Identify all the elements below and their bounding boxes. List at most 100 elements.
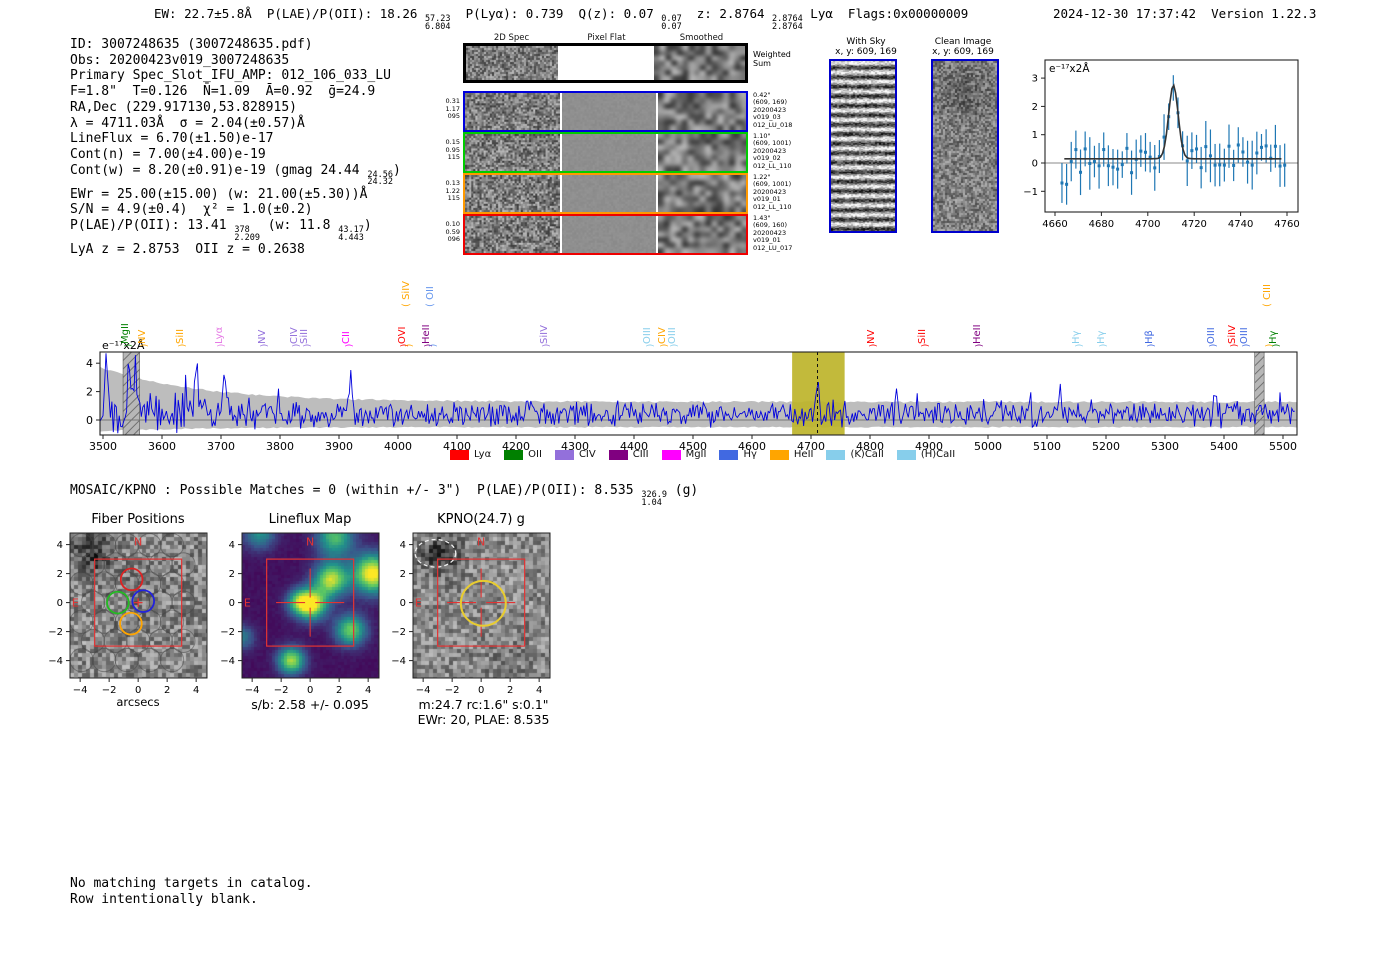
2dspec-flat-canvas [561, 93, 657, 130]
emission-line-label: SiII [917, 328, 929, 344]
tick-label: 4 [57, 540, 63, 551]
legend-item: CIII [608, 449, 649, 460]
gaussian-fit-curve [1064, 83, 1282, 160]
text-segment: Cont(n) = 7.00(±4.00)e-19 [70, 146, 266, 162]
tick-label: 4760 [1274, 219, 1299, 230]
emission-line-label: Hβ [1143, 330, 1155, 344]
extraction-box [266, 558, 355, 647]
withsky-image-frame [829, 59, 897, 233]
cleanimage-frame [931, 59, 999, 233]
selected-fiber-circle [119, 611, 143, 636]
emission-line-label: OIII [666, 327, 678, 344]
spec2d-row-right-label: 1.22" (609, 1001) 20200423 v019_01 012_LL_11… [753, 173, 792, 211]
tick-label: −4 [245, 685, 260, 696]
stacked-fraction: 326.9 1.04 [641, 490, 667, 508]
report-datetime: 2024-12-30 17:37:42 [1053, 6, 1196, 21]
footer-line1: No matching targets in catalog. [70, 876, 313, 891]
legend-swatch [554, 449, 574, 460]
text-segment: Primary Spec_Slot_IFU_AMP: 012_106_033_L… [70, 68, 391, 84]
info-line: RA,Dec (229.917130,53.828915) [70, 100, 401, 116]
tick-label: −2 [220, 627, 235, 638]
full-spectrum-plot: 3500 3600 3700 3800 3900 4000 4100 4200 4300 4400… [60, 338, 1320, 464]
info-line: P(LAE)/P(OII): 13.41 378 2.209 (w: 11.8 4… [70, 218, 401, 242]
tick-label: 2 [57, 569, 63, 580]
2dspec-noise-canvas [465, 175, 560, 212]
text-segment: Lyα Flags:0x00000009 [802, 6, 969, 21]
axis-ticks: −4 −4 −2 −2 0 0 2 2 4 4 [391, 540, 542, 696]
axis-ticks: 3500 3600 3700 3800 3900 4000 4100 4200 4300 4400… [86, 357, 1297, 453]
legend-item: (K)CaII [826, 449, 884, 460]
text-segment: RA,Dec (229.917130,53.828915) [70, 99, 297, 115]
2dspec-flat-canvas [561, 134, 657, 171]
spec2d-row [463, 43, 748, 83]
selected-line-band [792, 352, 845, 435]
header-summary: EW: 22.7±5.8Å P(LAE)/P(OII): 18.26 57.23… [154, 6, 968, 31]
legend-swatch [826, 449, 846, 460]
text-segment: F=1.8" T=0.126 N̄=1.09 Ā=0.92 ḡ=24.9 [70, 84, 376, 100]
tick-label: −4 [391, 656, 406, 667]
tick-label: 3900 [325, 440, 353, 453]
emission-line-label: Hγ [1268, 330, 1280, 344]
stacked-fraction: 57.23 6.804 [424, 14, 451, 32]
east-label: E [244, 597, 251, 610]
legend-label: (H)CaII [920, 449, 956, 460]
text-segment: ) [393, 162, 401, 178]
selected-fiber-circle [106, 590, 130, 615]
emission-line-label: Lyα [213, 326, 225, 344]
emission-line-label: ( OII [425, 286, 437, 307]
2dspec-flat-canvas [561, 175, 657, 212]
text-segment: ID: 3007248635 (3007248635.pdf) [70, 37, 313, 52]
tick-label: 3 [1032, 74, 1038, 85]
selected-fiber-circle [131, 589, 155, 613]
2dspec-flat-canvas [561, 216, 657, 253]
emission-line-label: NV [256, 329, 268, 344]
ifu-fiber-circles [69, 533, 196, 673]
2dspec-flat-canvas [560, 46, 652, 80]
report-version: Version 1.22.3 [1211, 6, 1317, 21]
tick-label: 4700 [797, 440, 825, 453]
emission-line-label: NV [136, 329, 148, 344]
emission-line-label: OIII [1238, 327, 1250, 344]
tick-label: 4 [536, 685, 542, 696]
data-points [1060, 75, 1287, 205]
tick-label: −2 [102, 685, 117, 696]
line-position-bracket: ( [402, 343, 413, 348]
legend-label: OII [528, 449, 542, 460]
east-label: E [72, 597, 79, 610]
text-segment: EW: 22.7±5.8Å P(LAE)/P(OII): 18.26 [154, 6, 425, 21]
tick-label: −2 [445, 685, 460, 696]
east-label: E [415, 597, 422, 610]
plot-frame [99, 351, 1298, 436]
detection-info-block: ID: 3007248635 (3007248635.pdf) Obs: 2020… [70, 37, 401, 258]
emission-line-label: SiIV [538, 325, 550, 344]
selected-fiber-circle [119, 567, 144, 592]
emission-line-label: Hγ [1095, 330, 1107, 344]
north-label: N [477, 535, 485, 548]
text-segment: Cont(w) = 8.20(±0.91)e-19 (gmag 24.44 [70, 162, 368, 178]
tick-label: 4720 [1181, 219, 1206, 230]
2dspec-smoothed-canvas [654, 46, 745, 80]
info-line: Primary Spec_Slot_IFU_AMP: 012_106_033_L… [70, 68, 401, 84]
tick-label: 4 [229, 540, 235, 551]
text-segment: P(LAE)/P(OII): 13.41 [70, 218, 235, 234]
fiber-xlabel: arcsecs [116, 695, 160, 709]
spec2d-row-left-label: 0.10 0.59 096 [445, 220, 460, 243]
north-label: N [306, 535, 314, 548]
spec2d-row-left-label: 0.31 1.17 095 [445, 97, 460, 120]
tick-label: 4800 [856, 440, 884, 453]
info-line: λ = 4711.03Å σ = 2.04(±0.57)Å [70, 116, 401, 132]
info-line: Cont(n) = 7.00(±4.00)e-19 [70, 147, 401, 163]
text-segment: MOSAIC/KPNO : Possible Matches = 0 (with… [70, 483, 642, 498]
legend-label: Lyα [474, 449, 492, 460]
spec2d-row [463, 214, 748, 255]
2dspec-noise-canvas [465, 93, 560, 130]
legend-swatch [450, 449, 469, 460]
fiber-positions-title: Fiber Positions [91, 512, 185, 527]
tick-label: 4660 [1042, 219, 1067, 230]
tick-label: 4600 [738, 440, 766, 453]
y-unit-label: e⁻¹⁷x2Å [1049, 62, 1090, 75]
withsky-title: With Sky [846, 37, 886, 47]
tick-label: −4 [416, 685, 431, 696]
text-segment: z: 2.8764 [681, 6, 773, 21]
